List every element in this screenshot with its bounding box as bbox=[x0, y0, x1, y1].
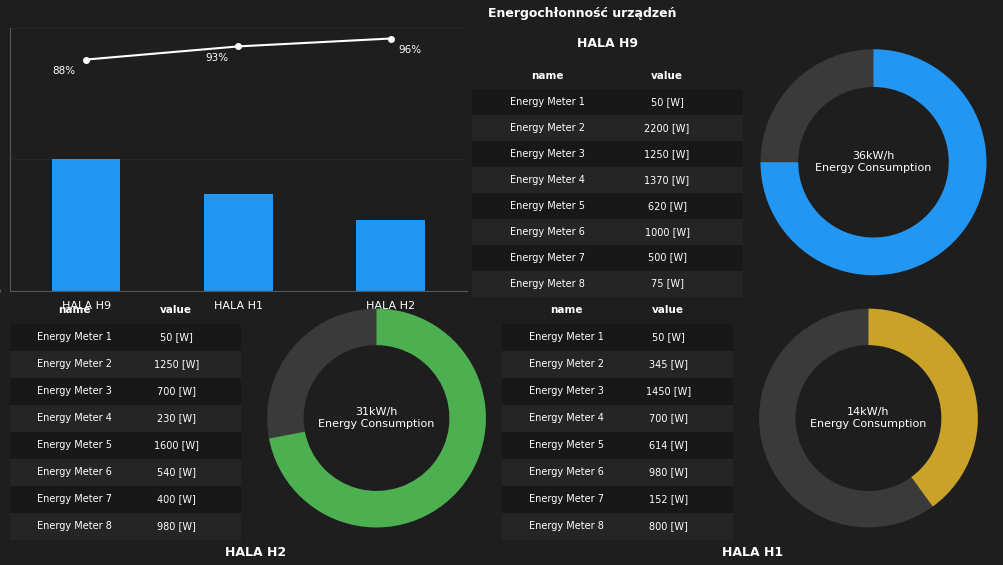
Text: Energy Meter 5: Energy Meter 5 bbox=[529, 440, 604, 450]
Text: 1600 [W]: 1600 [W] bbox=[153, 440, 199, 450]
FancyBboxPatch shape bbox=[471, 89, 742, 115]
FancyBboxPatch shape bbox=[471, 245, 742, 271]
Text: Energy Meter 5: Energy Meter 5 bbox=[37, 440, 112, 450]
Text: 1450 [W]: 1450 [W] bbox=[645, 386, 690, 396]
Text: 700 [W]: 700 [W] bbox=[156, 386, 196, 396]
Text: 88%: 88% bbox=[52, 66, 75, 76]
FancyBboxPatch shape bbox=[10, 405, 241, 432]
Text: 800 [W]: 800 [W] bbox=[648, 521, 687, 531]
Text: 980 [W]: 980 [W] bbox=[648, 467, 687, 477]
Text: 620 [W]: 620 [W] bbox=[647, 201, 686, 211]
Text: Energy Meter 6: Energy Meter 6 bbox=[37, 467, 112, 477]
FancyBboxPatch shape bbox=[502, 459, 732, 485]
Text: 14kW/h
Energy Consumption: 14kW/h Energy Consumption bbox=[809, 407, 926, 429]
Text: Energy Meter 3: Energy Meter 3 bbox=[529, 386, 604, 396]
Text: Energy Meter 2: Energy Meter 2 bbox=[510, 123, 585, 133]
Text: Energy Meter 3: Energy Meter 3 bbox=[510, 149, 585, 159]
Text: Energy Meter 7: Energy Meter 7 bbox=[529, 494, 604, 504]
Text: 75 [W]: 75 [W] bbox=[650, 279, 683, 289]
FancyBboxPatch shape bbox=[10, 485, 241, 512]
Wedge shape bbox=[868, 308, 977, 507]
Wedge shape bbox=[269, 308, 485, 527]
Wedge shape bbox=[760, 49, 986, 275]
Wedge shape bbox=[760, 49, 985, 275]
FancyBboxPatch shape bbox=[471, 193, 742, 219]
Text: 1000 [W]: 1000 [W] bbox=[644, 227, 689, 237]
Text: 980 [W]: 980 [W] bbox=[156, 521, 196, 531]
Text: Energy Meter 5: Energy Meter 5 bbox=[510, 201, 585, 211]
Text: 152 [W]: 152 [W] bbox=[648, 494, 687, 504]
Text: 614 [W]: 614 [W] bbox=[648, 440, 687, 450]
Text: 93%: 93% bbox=[205, 53, 228, 63]
Text: HALA H2: HALA H2 bbox=[226, 546, 286, 559]
Text: name: name bbox=[58, 305, 91, 315]
Text: name: name bbox=[550, 305, 583, 315]
Text: Energy Meter 6: Energy Meter 6 bbox=[510, 227, 585, 237]
Text: 400 [W]: 400 [W] bbox=[156, 494, 196, 504]
Wedge shape bbox=[758, 308, 977, 527]
Text: Energy Meter 8: Energy Meter 8 bbox=[510, 279, 585, 289]
Text: 1250 [W]: 1250 [W] bbox=[644, 149, 689, 159]
Text: Energy Meter 6: Energy Meter 6 bbox=[529, 467, 604, 477]
Text: 345 [W]: 345 [W] bbox=[648, 359, 687, 369]
Text: Energy Meter 7: Energy Meter 7 bbox=[510, 253, 585, 263]
Text: Energy Meter 3: Energy Meter 3 bbox=[37, 386, 112, 396]
Text: 1250 [W]: 1250 [W] bbox=[153, 359, 199, 369]
FancyBboxPatch shape bbox=[502, 405, 732, 432]
Text: Energy Meter 1: Energy Meter 1 bbox=[529, 332, 604, 342]
FancyBboxPatch shape bbox=[502, 377, 732, 405]
FancyBboxPatch shape bbox=[10, 377, 241, 405]
Text: Energy Meter 4: Energy Meter 4 bbox=[37, 413, 112, 423]
FancyBboxPatch shape bbox=[10, 459, 241, 485]
FancyBboxPatch shape bbox=[471, 271, 742, 297]
Text: Energy Meter 1: Energy Meter 1 bbox=[510, 97, 585, 107]
Wedge shape bbox=[267, 308, 485, 527]
Text: 36kW/h
Energy Consumption: 36kW/h Energy Consumption bbox=[814, 151, 931, 173]
Text: value: value bbox=[160, 305, 193, 315]
Text: Energy Meter 2: Energy Meter 2 bbox=[37, 359, 112, 369]
FancyBboxPatch shape bbox=[10, 350, 241, 377]
Text: 500 [W]: 500 [W] bbox=[647, 253, 686, 263]
Text: Energy Meter 1: Energy Meter 1 bbox=[37, 332, 112, 342]
Text: Energy Meter 8: Energy Meter 8 bbox=[529, 521, 604, 531]
FancyBboxPatch shape bbox=[10, 324, 241, 350]
FancyBboxPatch shape bbox=[471, 219, 742, 245]
FancyBboxPatch shape bbox=[502, 324, 732, 350]
FancyBboxPatch shape bbox=[471, 115, 742, 141]
FancyBboxPatch shape bbox=[471, 141, 742, 167]
FancyBboxPatch shape bbox=[502, 512, 732, 540]
FancyBboxPatch shape bbox=[471, 167, 742, 193]
Text: HALA H1: HALA H1 bbox=[722, 546, 782, 559]
Text: 50 [W]: 50 [W] bbox=[651, 332, 684, 342]
FancyBboxPatch shape bbox=[10, 512, 241, 540]
Text: 50 [W]: 50 [W] bbox=[650, 97, 683, 107]
FancyBboxPatch shape bbox=[502, 432, 732, 459]
Text: value: value bbox=[652, 305, 684, 315]
FancyBboxPatch shape bbox=[502, 350, 732, 377]
FancyBboxPatch shape bbox=[10, 432, 241, 459]
Bar bbox=[356, 220, 424, 291]
Text: 540 [W]: 540 [W] bbox=[156, 467, 196, 477]
Text: 700 [W]: 700 [W] bbox=[648, 413, 687, 423]
Text: HALA H9: HALA H9 bbox=[577, 37, 637, 50]
Text: 1370 [W]: 1370 [W] bbox=[644, 175, 689, 185]
Text: Energochłonność urządzeń: Energochłonność urządzeń bbox=[487, 7, 676, 20]
Bar bbox=[52, 159, 120, 291]
Bar bbox=[204, 194, 273, 291]
Text: value: value bbox=[650, 71, 682, 81]
Text: 230 [W]: 230 [W] bbox=[156, 413, 196, 423]
Text: 96%: 96% bbox=[398, 45, 421, 55]
Text: 2200 [W]: 2200 [W] bbox=[644, 123, 689, 133]
Text: 50 [W]: 50 [W] bbox=[159, 332, 193, 342]
FancyBboxPatch shape bbox=[502, 485, 732, 512]
Text: Energy Meter 8: Energy Meter 8 bbox=[37, 521, 112, 531]
Text: Energy Meter 2: Energy Meter 2 bbox=[529, 359, 604, 369]
Text: Energy Meter 4: Energy Meter 4 bbox=[529, 413, 604, 423]
Text: Energy Meter 7: Energy Meter 7 bbox=[37, 494, 112, 504]
Text: Energy Meter 4: Energy Meter 4 bbox=[510, 175, 585, 185]
Text: 31kW/h
Energy Consumption: 31kW/h Energy Consumption bbox=[318, 407, 434, 429]
Text: name: name bbox=[531, 71, 564, 81]
